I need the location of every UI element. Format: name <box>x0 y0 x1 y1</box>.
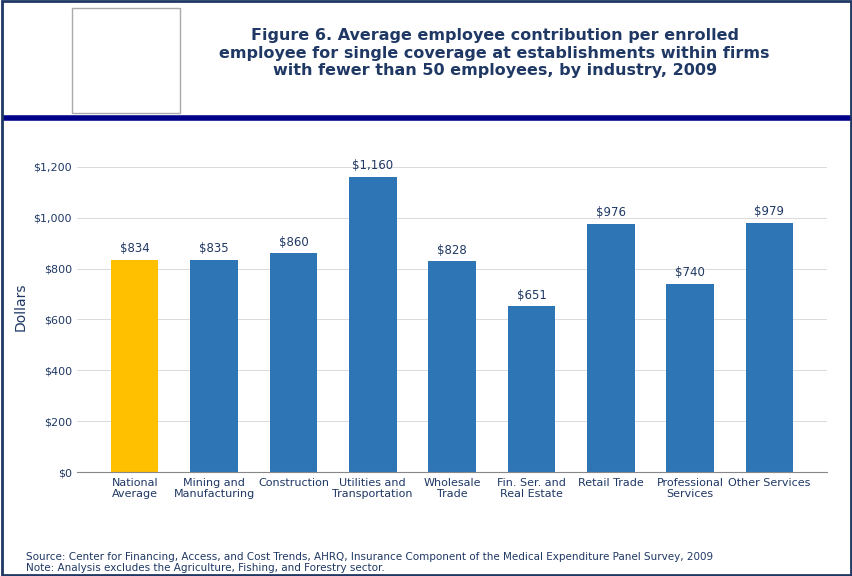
Text: Figure 6. Average employee contribution per enrolled
employee for single coverag: Figure 6. Average employee contribution … <box>219 28 769 78</box>
Text: $979: $979 <box>754 205 784 218</box>
Bar <box>507 306 555 472</box>
Text: $834: $834 <box>119 242 149 255</box>
Bar <box>269 253 317 472</box>
Bar <box>428 262 475 472</box>
Text: $828: $828 <box>437 244 466 257</box>
Y-axis label: Dollars: Dollars <box>14 282 28 331</box>
Bar <box>111 260 158 472</box>
Text: $976: $976 <box>595 206 625 219</box>
Text: AHRQ: AHRQ <box>103 29 148 43</box>
Text: $740: $740 <box>675 266 705 279</box>
Text: $860: $860 <box>279 236 308 249</box>
Bar <box>190 260 238 472</box>
Text: Advancing
Excellence in
Health Care: Advancing Excellence in Health Care <box>108 61 144 78</box>
Text: $835: $835 <box>199 242 228 255</box>
FancyBboxPatch shape <box>72 8 180 113</box>
Text: $651: $651 <box>516 289 546 302</box>
Bar <box>665 284 713 472</box>
Text: Source: Center for Financing, Access, and Cost Trends, AHRQ, Insurance Component: Source: Center for Financing, Access, an… <box>26 552 712 573</box>
Bar <box>586 223 634 472</box>
Bar <box>745 223 792 472</box>
Text: $1,160: $1,160 <box>352 159 393 172</box>
Bar <box>348 177 396 472</box>
